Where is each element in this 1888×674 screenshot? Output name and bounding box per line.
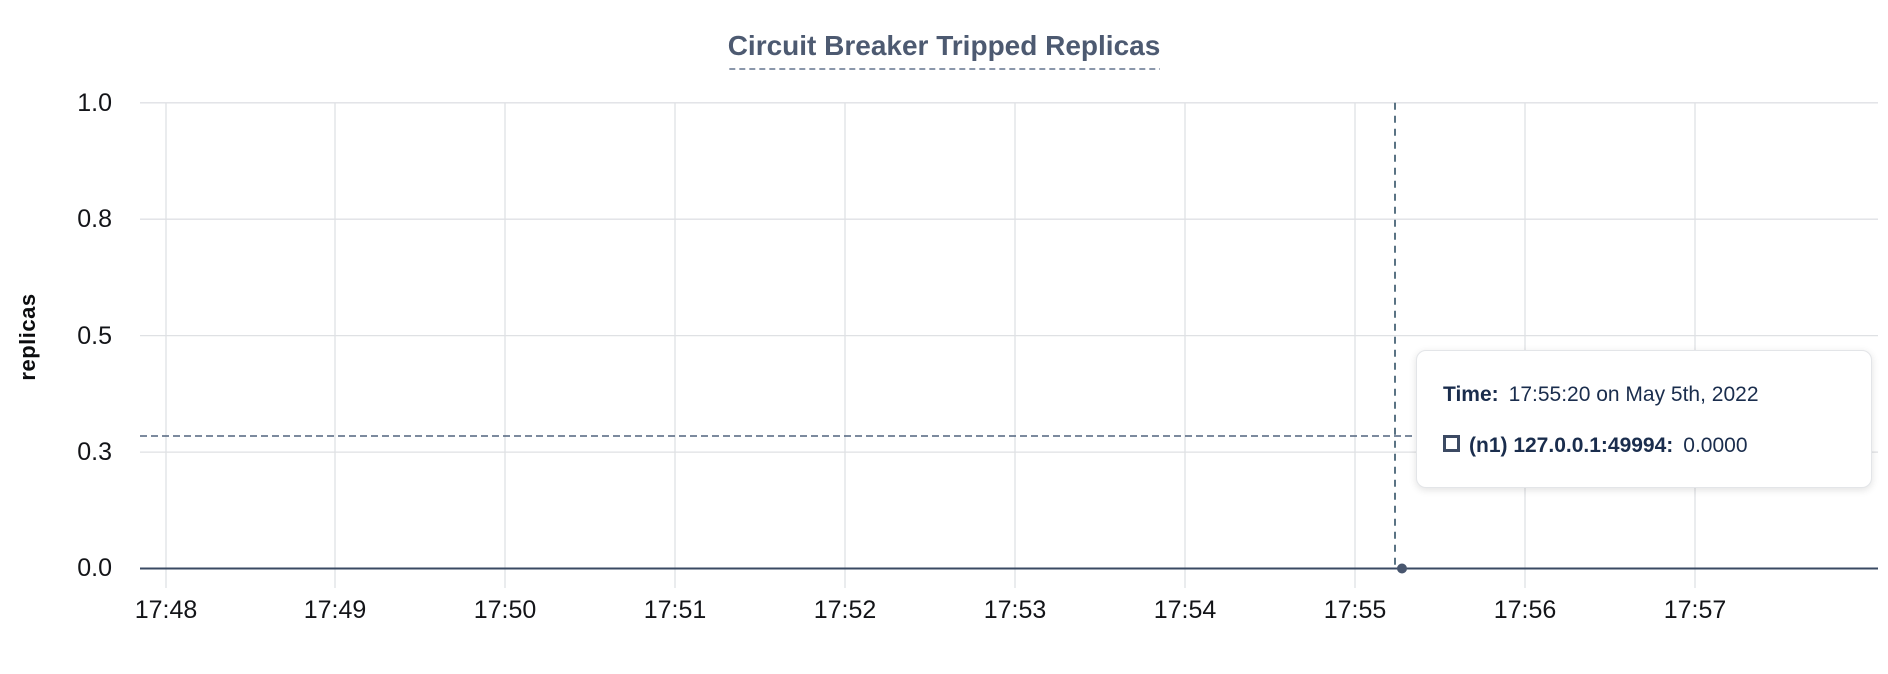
svg-text:0.3: 0.3 bbox=[77, 438, 112, 466]
svg-text:17:50: 17:50 bbox=[474, 596, 537, 624]
svg-text:0.0: 0.0 bbox=[77, 554, 112, 582]
svg-text:17:48: 17:48 bbox=[135, 596, 198, 624]
svg-text:17:52: 17:52 bbox=[814, 596, 877, 624]
svg-text:17:49: 17:49 bbox=[304, 596, 367, 624]
svg-text:17:53: 17:53 bbox=[984, 596, 1047, 624]
svg-text:17:57: 17:57 bbox=[1664, 596, 1727, 624]
svg-text:17:56: 17:56 bbox=[1494, 596, 1557, 624]
svg-text:17:51: 17:51 bbox=[644, 596, 707, 624]
svg-text:replicas: replicas bbox=[15, 293, 40, 380]
svg-text:0.8: 0.8 bbox=[77, 205, 112, 233]
svg-text:17:54: 17:54 bbox=[1154, 596, 1217, 624]
svg-text:0.5: 0.5 bbox=[77, 322, 112, 350]
svg-text:17:55: 17:55 bbox=[1324, 596, 1387, 624]
svg-text:1.0: 1.0 bbox=[77, 89, 112, 117]
